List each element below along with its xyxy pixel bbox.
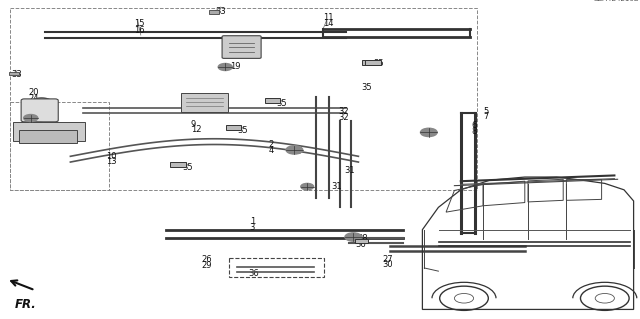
Text: 29: 29 — [202, 261, 212, 270]
Circle shape — [24, 115, 38, 122]
Text: 5: 5 — [483, 107, 488, 116]
Text: 22: 22 — [42, 136, 52, 145]
Text: 36: 36 — [248, 269, 259, 278]
Circle shape — [345, 233, 362, 241]
Text: 13: 13 — [106, 157, 116, 166]
Text: 35: 35 — [182, 163, 193, 172]
Text: 25: 25 — [248, 47, 258, 56]
FancyBboxPatch shape — [265, 98, 280, 103]
FancyBboxPatch shape — [226, 125, 241, 130]
FancyBboxPatch shape — [13, 122, 85, 141]
Text: 3: 3 — [250, 223, 255, 232]
Text: 35: 35 — [237, 126, 248, 135]
Text: 19: 19 — [230, 62, 241, 71]
Text: 16: 16 — [134, 26, 145, 35]
FancyBboxPatch shape — [9, 71, 19, 75]
FancyBboxPatch shape — [170, 162, 186, 167]
Text: 28: 28 — [357, 234, 368, 243]
Text: 31: 31 — [344, 166, 355, 175]
Text: 32: 32 — [338, 113, 349, 122]
Text: 24: 24 — [29, 94, 39, 103]
Text: 8: 8 — [471, 127, 476, 136]
FancyBboxPatch shape — [181, 93, 228, 112]
Circle shape — [218, 63, 232, 70]
Text: 35: 35 — [373, 59, 384, 68]
Text: 2: 2 — [269, 140, 274, 149]
Text: 34: 34 — [424, 129, 435, 138]
FancyBboxPatch shape — [19, 130, 77, 143]
Circle shape — [286, 146, 303, 154]
Circle shape — [420, 128, 437, 137]
Text: 19: 19 — [31, 116, 41, 125]
Text: SZA4B4210B: SZA4B4210B — [593, 0, 639, 2]
Text: 33: 33 — [12, 70, 22, 79]
Text: 14: 14 — [323, 19, 333, 28]
FancyBboxPatch shape — [362, 60, 378, 65]
Text: 17: 17 — [42, 130, 52, 139]
Text: 31: 31 — [332, 182, 342, 191]
FancyBboxPatch shape — [209, 10, 219, 14]
Text: 27: 27 — [383, 255, 394, 263]
Text: 15: 15 — [134, 19, 145, 28]
Text: 18: 18 — [182, 94, 193, 103]
Text: 35: 35 — [362, 83, 372, 92]
Text: 23: 23 — [182, 100, 193, 109]
Text: 4: 4 — [269, 146, 274, 155]
Text: 33: 33 — [216, 7, 227, 16]
FancyBboxPatch shape — [21, 99, 58, 122]
Text: 6: 6 — [471, 121, 476, 130]
Circle shape — [301, 183, 314, 190]
Text: 30: 30 — [383, 260, 394, 269]
Text: 36: 36 — [355, 240, 366, 249]
Text: 11: 11 — [323, 13, 333, 22]
Text: 1: 1 — [250, 217, 255, 226]
FancyBboxPatch shape — [222, 36, 261, 58]
Text: 21: 21 — [248, 41, 258, 50]
FancyBboxPatch shape — [365, 60, 381, 65]
Text: FR.: FR. — [15, 298, 36, 311]
Text: 10: 10 — [106, 152, 116, 160]
Text: 20: 20 — [29, 88, 39, 97]
Text: 9: 9 — [191, 120, 196, 129]
Text: 7: 7 — [483, 112, 488, 121]
Text: 35: 35 — [276, 99, 287, 108]
Text: 34: 34 — [291, 147, 302, 156]
Text: 32: 32 — [338, 107, 349, 116]
Text: 12: 12 — [191, 125, 201, 134]
FancyBboxPatch shape — [355, 239, 368, 243]
Text: 26: 26 — [202, 255, 212, 264]
